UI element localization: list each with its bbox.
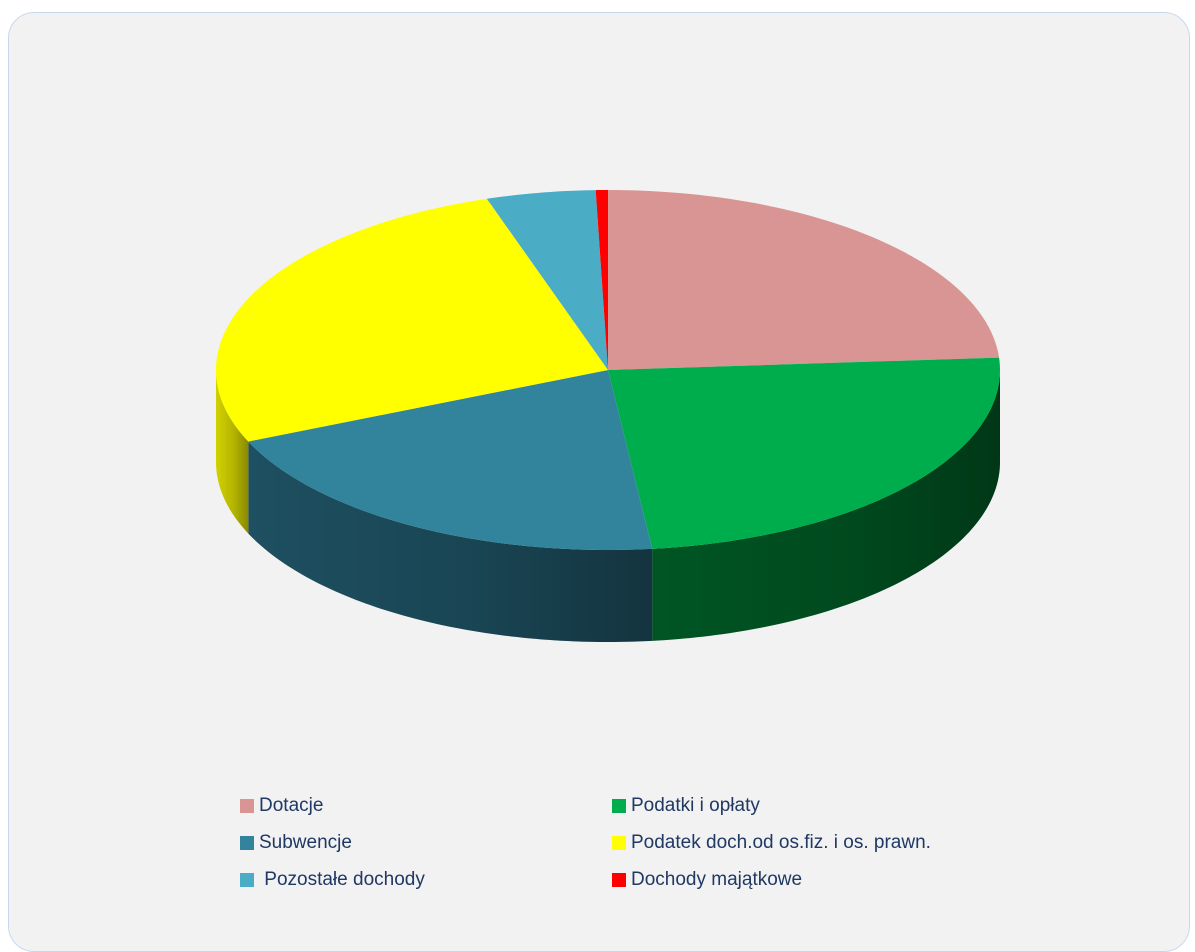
pie-slice-podatki-i-oplaty: [608, 357, 1000, 549]
pie-side-shade-podatki-i-oplaty: [652, 370, 1000, 641]
legend-swatch-dotacje: [240, 799, 254, 813]
legend-label-pozostale-dochody: Pozostałe dochody: [259, 869, 425, 890]
pie-slice-podatek-doch-od-os-fiz-i-os-prawn: [216, 198, 608, 442]
legend-swatch-subwencje: [240, 836, 254, 850]
legend-swatch-podatki-i-oplaty: [612, 799, 626, 813]
legend-label-podatki-i-oplaty: Podatki i opłaty: [631, 795, 760, 816]
legend-swatch-dochody-majatkowe: [612, 873, 626, 887]
legend-item-subwencje: Subwencje: [240, 827, 352, 859]
legend-item-podatki-i-oplaty: Podatki i opłaty: [612, 790, 760, 822]
legend-label-subwencje: Subwencje: [259, 832, 352, 853]
pie-side-shade-podatek-doch-od-os-fiz-i-os-prawn: [216, 370, 249, 534]
legend-label-podatek-doch: Podatek doch.od os.fiz. i os. prawn.: [631, 832, 931, 853]
pie-side-shade-subwencje: [248, 441, 653, 642]
pie-sides: [216, 370, 1000, 642]
pie-slice-pozostale-dochody: [486, 190, 608, 370]
pie-tops: [216, 190, 1000, 550]
legend-swatch-podatek-doch: [612, 836, 626, 850]
legend-label-dochody-majatkowe: Dochody majątkowe: [631, 869, 803, 890]
pie-slice-subwencje: [248, 370, 653, 550]
pie-chart: [216, 190, 1000, 642]
pie-slice-dochody-majatkowe: [595, 190, 608, 370]
legend-item-dochody-majatkowe: Dochody majątkowe: [612, 864, 802, 896]
legend-item-dotacje: Dotacje: [240, 790, 323, 822]
legend-item-pozostale-dochody: Pozostałe dochody: [240, 864, 425, 896]
pie-slice-dotacje: [608, 190, 1000, 370]
legend-label-dotacje: Dotacje: [259, 795, 324, 816]
legend-swatch-pozostale-dochody: [240, 873, 254, 887]
legend: Dotacje Podatki i opłaty Subwencje Podat…: [240, 790, 1060, 910]
legend-item-podatek-doch: Podatek doch.od os.fiz. i os. prawn.: [612, 827, 931, 859]
